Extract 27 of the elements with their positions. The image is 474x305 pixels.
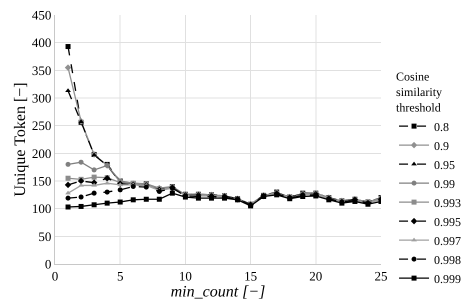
y-tick-label: 300 [32,90,52,106]
y-tick-label: 350 [32,62,52,78]
legend-label: 0.9 [434,138,450,153]
legend-label: 0.993 [434,196,462,210]
y-tick-label: 50 [38,228,52,244]
x-tick-label: 5 [116,268,124,284]
y-tick-label: 250 [32,118,52,134]
y-tick-label: 100 [32,201,52,216]
legend-label: 0.997 [434,234,462,248]
legend-label: 0.95 [434,158,456,172]
x-tick-label: 25 [374,268,388,284]
y-tick-label: 0 [44,256,52,272]
x-axis-title: min_count [−] [170,284,266,301]
y-tick-label: 150 [32,174,52,189]
x-tick-label: 15 [244,268,258,284]
legend-label: 0.999 [434,272,462,286]
legend-label: 0.995 [434,214,462,229]
y-axis-title: Unique Token [−] [12,82,29,197]
y-tick-label: 400 [32,35,52,50]
y-tick-label: 450 [32,8,52,23]
legend-label: 0.998 [434,252,462,267]
y-tick-label: 200 [32,146,52,161]
legend-label: 0.8 [434,120,450,134]
legend-title: Cosine similarity threshold [396,69,442,115]
legend-label: 0.99 [434,176,456,191]
x-tick-label: 10 [178,268,192,284]
x-tick-label: 20 [309,268,322,284]
